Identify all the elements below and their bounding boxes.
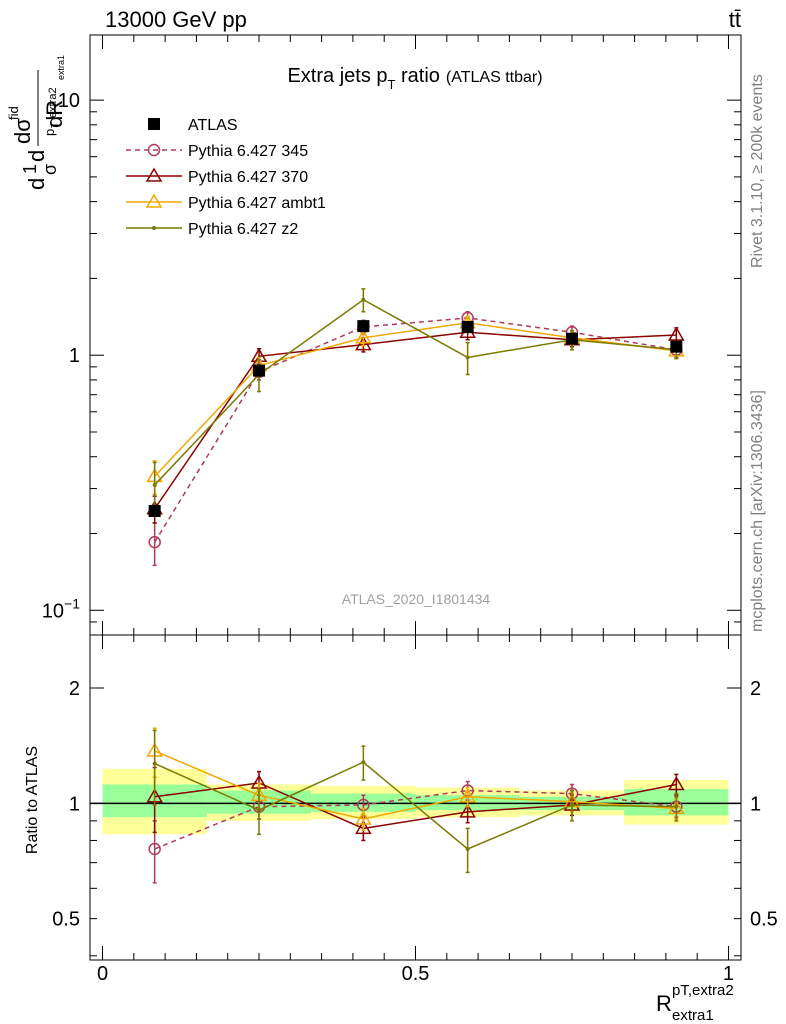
ratio-y-tick-label: 2: [69, 678, 80, 700]
ratio-x-tick-label: 1: [723, 963, 734, 985]
title-suffix: (ATLAS ttbar): [446, 69, 543, 86]
main-atlas-point: [670, 340, 683, 353]
ratio-series: [146, 727, 685, 884]
ratio-y-tick-label: 0.5: [52, 909, 80, 931]
ratio-pythia-6-427-z2-line: [154, 761, 677, 850]
chart-title: Extra jets pT ratio (ATLAS ttbar): [287, 65, 542, 92]
title-sub: T: [388, 77, 396, 92]
ylabel-dsigma: dσ: [10, 118, 35, 144]
ratio-pythia-6-427-z2-point: [361, 760, 366, 765]
ratio-pythia-6-427-345-point: [148, 842, 161, 856]
main-pythia-6-427-z2-point: [465, 355, 470, 360]
legend-pythia-6-427-345-label: Pythia 6.427 345: [188, 143, 308, 160]
ratio-pythia-6-427-345-line: [154, 789, 677, 850]
main-y-tick-label: 10−1: [42, 595, 80, 622]
main-atlas-point: [565, 332, 578, 345]
legend-pythia-6-427-ambt1-marker: [145, 193, 163, 208]
ylabel-d1: d: [24, 178, 49, 190]
main-pythia-6-427-370-line: [154, 331, 677, 510]
main-y-tick-label: 10: [58, 90, 80, 112]
ratio-y-tick-label-right: 2: [750, 678, 761, 700]
main-ticks: 10 1 10−1: [42, 35, 741, 636]
title-main2: ratio: [395, 65, 439, 87]
ylabel-extra1: extra1: [56, 55, 66, 80]
analysis-watermark: ATLAS_2020_I1801434: [342, 591, 491, 607]
ylabel-frac-num: 1: [20, 164, 40, 174]
main-atlas-point: [461, 320, 474, 333]
xlabel-sub: extra1: [672, 1007, 714, 1024]
main-pythia-6-427-345-line: [154, 317, 677, 543]
ylabel-fid: fid: [6, 106, 21, 120]
main-pythia-6-427-370-point: [668, 326, 685, 341]
ratio-pythia-6-427-370-point: [668, 775, 685, 791]
rivet-label: Rivet 3.1.10, ≥ 200k events: [749, 74, 766, 268]
process-label: tt̄: [729, 7, 741, 32]
ratio-x-tick-label: 0.5: [402, 963, 430, 985]
legend: ATLAS Pythia 6.427 345 Pythia 6.427 370 Pyt…: [126, 117, 326, 238]
main-series: [146, 288, 685, 567]
ylabel-d2: d: [24, 150, 49, 162]
ylabel-extra2: extra2: [47, 87, 59, 118]
ratio-panel: 2 2 1 1 0.5 0.5 0 0.5 1 Ratio to ATLAS R pT,extr…: [24, 634, 778, 1024]
ratio-y-tick-label-right: 0.5: [750, 909, 778, 931]
xlabel-main: R: [656, 991, 672, 1016]
ratio-pythia-6-427-ambt1-point: [459, 788, 476, 803]
main-pythia-6-427-ambt1-point: [355, 329, 372, 344]
legend-pythia-6-427-370-label: Pythia 6.427 370: [188, 169, 308, 186]
ratio-pythia-6-427-z2-point: [674, 804, 679, 809]
legend-pythia-6-427-z2-marker: [152, 226, 156, 230]
main-pythia-6-427-345-point: [148, 535, 161, 549]
legend-pythia-6-427-ambt1-label: Pythia 6.427 ambt1: [188, 195, 326, 212]
ratio-pythia-6-427-370-point: [459, 803, 476, 818]
ratio-pythia-6-427-z2-point: [152, 761, 157, 766]
ratio-pythia-6-427-z2-point: [465, 846, 470, 851]
ratio-pythia-6-427-370-line: [154, 782, 677, 830]
ratio-pythia-6-427-ambt1-point: [355, 810, 372, 825]
ratio-pythia-6-427-370-point: [355, 819, 372, 835]
mcplots-label: mcplots.cern.ch [arXiv:1306.3436]: [749, 390, 766, 632]
ylabel-frac-den: σ: [40, 164, 60, 175]
ratio-x-tick-label: 0: [97, 963, 108, 985]
ylabel-t: T: [50, 122, 61, 128]
ratio-ticks: 2 2 1 1 0.5 0.5 0 0.5 1: [52, 635, 778, 985]
legend-pythia-6-427-345-marker: [147, 143, 161, 157]
main-pythia-6-427-z2-point: [152, 482, 157, 487]
main-y-tick-label: 1: [69, 345, 80, 367]
main-y-label: d 1 σ d dσ fid p T extra2 extra1 dR: [6, 55, 67, 190]
ylabel-pt: p: [42, 129, 57, 136]
main-atlas-point: [253, 364, 266, 377]
main-pythia-6-427-370-point: [355, 336, 372, 351]
ratio-y-label: Ratio to ATLAS: [24, 746, 41, 854]
ratio-pythia-6-427-ambt1-line: [154, 750, 677, 820]
main-atlas-point: [148, 505, 161, 518]
legend-pythia-6-427-370-marker: [145, 167, 163, 182]
ratio-y-tick-label: 1: [69, 793, 80, 815]
ratio-pythia-6-427-z2-point: [569, 802, 574, 807]
energy-label: 13000 GeV pp: [105, 7, 247, 32]
x-axis-label: R pT,extra2 extra1: [656, 982, 734, 1024]
main-atlas-point: [357, 320, 370, 333]
main-pythia-6-427-z2-line: [154, 298, 677, 486]
ratio-pythia-6-427-z2-point: [257, 808, 262, 813]
title-main: Extra jets p: [287, 65, 387, 87]
xlabel-sup: pT,extra2: [672, 982, 734, 999]
ylabel-dR: dR: [42, 100, 67, 128]
legend-atlas-marker: [148, 118, 160, 130]
main-pythia-6-427-ambt1-line: [154, 322, 677, 477]
ratio-y-tick-label-right: 1: [750, 793, 761, 815]
legend-atlas-label: ATLAS: [188, 117, 238, 134]
main-pythia-6-427-z2-point: [361, 297, 366, 302]
legend-pythia-6-427-z2-label: Pythia 6.427 z2: [188, 221, 298, 238]
